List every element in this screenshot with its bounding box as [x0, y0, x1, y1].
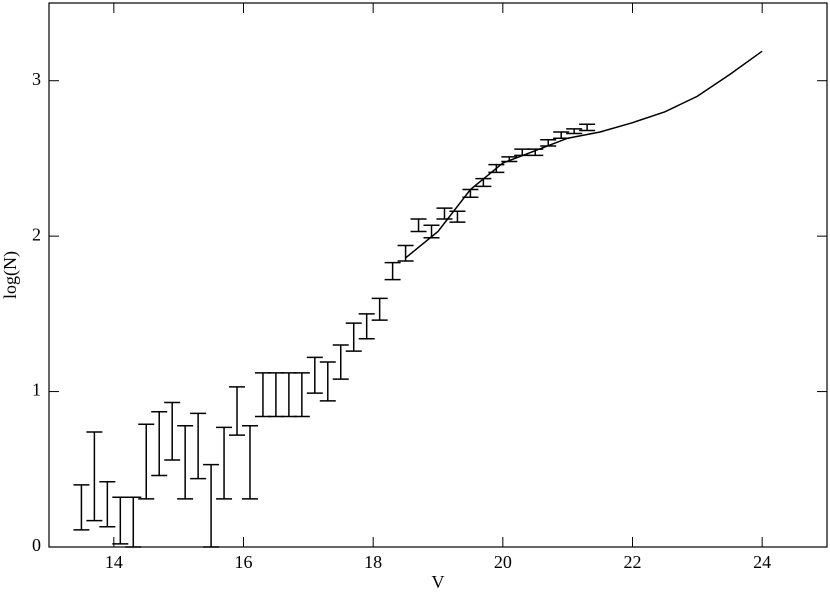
- error-bar: [138, 423, 155, 500]
- error-bar: [345, 322, 362, 352]
- y-tick-label: 1: [32, 380, 41, 400]
- error-bar: [125, 496, 142, 548]
- error-bar: [267, 372, 284, 418]
- error-bar: [371, 297, 388, 321]
- error-bar: [99, 480, 116, 528]
- error-bar: [319, 361, 336, 402]
- x-tick-label: 22: [624, 552, 642, 572]
- error-bar: [579, 123, 596, 132]
- error-bar: [112, 496, 129, 545]
- error-bar: [216, 426, 233, 500]
- y-tick-label: 0: [32, 535, 41, 555]
- error-bar: [73, 484, 90, 531]
- x-tick-label: 16: [235, 552, 253, 572]
- y-tick-label: 3: [32, 69, 41, 89]
- error-bar: [410, 218, 427, 233]
- error-bar: [293, 372, 310, 418]
- y-axis-label: log(N): [0, 251, 21, 299]
- error-bar: [241, 425, 258, 500]
- error-bar: [190, 412, 207, 480]
- line: [405, 50, 763, 259]
- x-tick-label: 18: [364, 552, 382, 572]
- error-bar: [229, 386, 246, 436]
- error-bar: [358, 313, 375, 340]
- error-bar: [449, 210, 466, 223]
- error-bar: [332, 344, 349, 380]
- error-bar: [151, 411, 168, 477]
- plot-frame: [48, 2, 828, 548]
- error-bar: [514, 148, 531, 157]
- error-bar: [177, 425, 194, 500]
- error-bar: [566, 128, 583, 135]
- error-bar: [254, 372, 271, 418]
- error-bar: [384, 261, 401, 281]
- x-axis-label: V: [432, 572, 445, 592]
- x-tick-label: 14: [105, 552, 123, 572]
- error-bar: [280, 372, 297, 418]
- error-bar: [164, 401, 181, 461]
- y-tick-label: 2: [32, 224, 41, 244]
- error-bar: [397, 244, 414, 262]
- error-bar: [86, 431, 103, 522]
- x-tick-label: 20: [494, 552, 512, 572]
- error-bar: [203, 463, 220, 548]
- error-bar: [436, 207, 453, 220]
- error-bar: [306, 356, 323, 394]
- x-tick-label: 24: [753, 552, 771, 572]
